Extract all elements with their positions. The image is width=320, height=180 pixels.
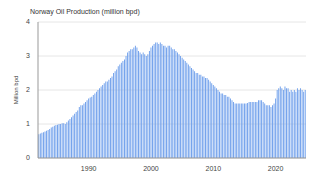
svg-text:Million bpd: Million bpd xyxy=(13,76,19,105)
svg-text:3: 3 xyxy=(26,52,30,59)
svg-text:1990: 1990 xyxy=(81,165,97,172)
svg-text:1: 1 xyxy=(26,120,30,127)
svg-text:2010: 2010 xyxy=(206,165,222,172)
svg-text:2: 2 xyxy=(26,86,30,93)
svg-text:4: 4 xyxy=(26,18,30,25)
svg-text:0: 0 xyxy=(26,154,30,161)
svg-text:2020: 2020 xyxy=(268,165,284,172)
svg-text:2000: 2000 xyxy=(143,165,159,172)
html-text:Norway Oil Production (million: Norway Oil Production (million bpd) xyxy=(30,8,140,15)
